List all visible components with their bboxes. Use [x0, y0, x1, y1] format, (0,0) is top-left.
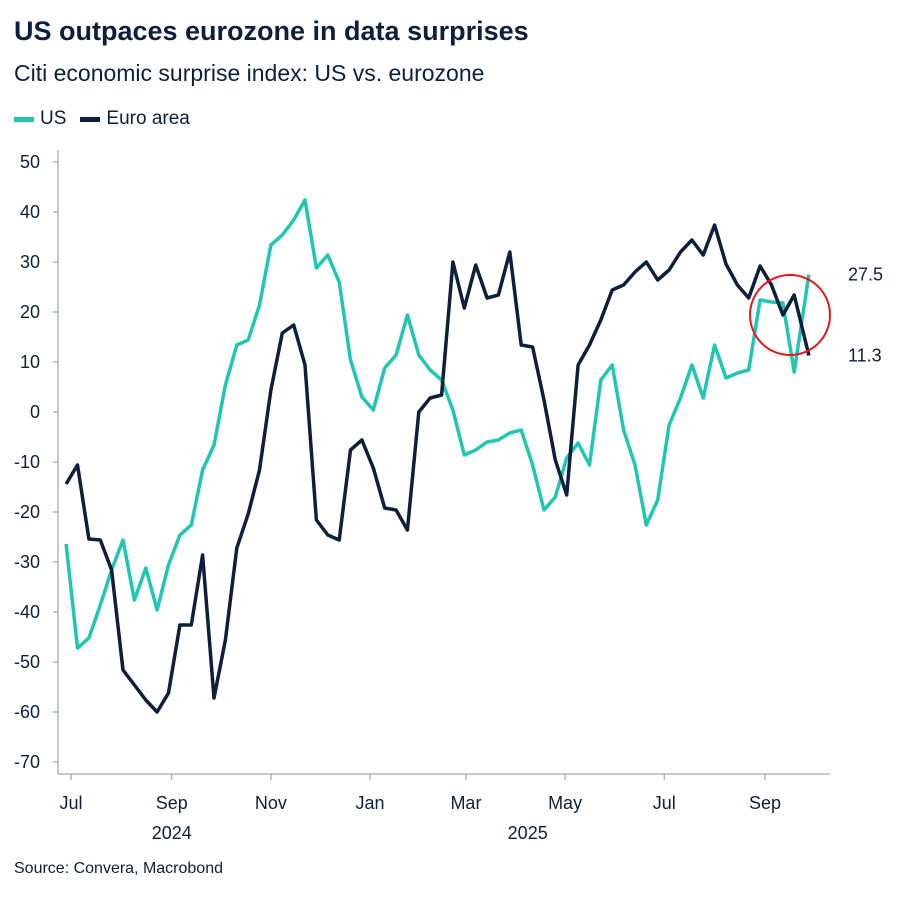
x-year-label: 2025	[508, 823, 548, 843]
y-tick-label: 0	[30, 402, 40, 422]
end-label-us: 27.5	[848, 265, 883, 285]
legend-label-euro: Euro area	[106, 108, 190, 129]
legend-swatch-euro	[80, 116, 101, 122]
y-tick-label: -30	[14, 552, 40, 572]
x-tick-label: Nov	[255, 793, 287, 813]
x-tick-label: May	[548, 793, 582, 813]
y-tick-label: -70	[14, 752, 40, 772]
y-tick-label: 10	[20, 352, 40, 372]
y-tick-label: 50	[20, 152, 40, 172]
y-tick-label: -40	[14, 602, 40, 622]
y-tick-label: 20	[20, 302, 40, 322]
series-line-euro-area	[64, 223, 811, 714]
source-note: Source: Convera, Macrobond	[14, 860, 223, 877]
y-tick-label: -20	[14, 502, 40, 522]
y-tick-label: 30	[20, 252, 40, 272]
end-label-euro-area: 11.3	[848, 346, 882, 366]
x-tick-label: Jan	[356, 793, 385, 813]
chart-title: US outpaces eurozone in data surprises	[14, 16, 529, 46]
legend-swatch-us	[14, 116, 34, 122]
x-tick-label: Jul	[59, 793, 82, 813]
x-year-label: 2024	[152, 823, 192, 843]
legend: US Euro area	[14, 108, 190, 130]
y-tick-label: -50	[14, 652, 40, 672]
x-tick-label: Jul	[653, 793, 676, 813]
legend-label-us: US	[40, 108, 67, 129]
y-tick-label: -10	[14, 452, 40, 472]
chart-subtitle: Citi economic surprise index: US vs. eur…	[14, 60, 485, 86]
x-tick-label: Sep	[749, 793, 781, 813]
x-tick-label: Sep	[156, 793, 188, 813]
x-tick-label: Mar	[450, 793, 481, 813]
y-tick-label: -60	[14, 702, 40, 722]
series-line-us	[64, 198, 811, 650]
highlight-circle	[749, 274, 831, 356]
y-tick-label: 40	[20, 202, 40, 222]
